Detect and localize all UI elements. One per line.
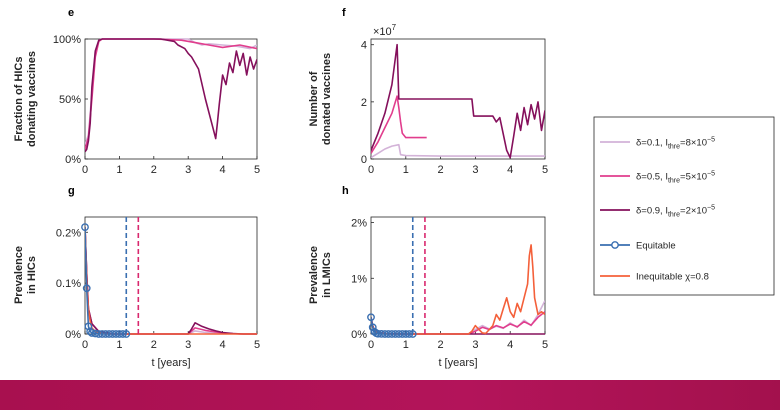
series-line-delta05 (371, 95, 427, 154)
y-exponent-label: ×107 (373, 23, 397, 38)
legend-label-delta09: δ=0.9, Ithre=2×10−5 (636, 205, 715, 219)
x-tick-label: 0 (368, 164, 374, 176)
x-tick-label: 0 (368, 339, 374, 351)
panel-e: e 0 1 2 3 4 50%50%100%Fraction of HICsdonatin… (13, 7, 260, 176)
axes-box-f (370, 38, 546, 160)
y-tick-label: 0.1% (56, 278, 81, 290)
legend-label-inequitable: Inequitable χ=0.8 (636, 272, 709, 283)
legend-marker-equitable (611, 241, 619, 249)
x-tick-label: 4 (220, 339, 226, 351)
x-tick-label: 5 (542, 164, 548, 176)
y-tick-label: 2 (361, 97, 367, 109)
x-tick-label: 2 (151, 339, 157, 351)
x-tick-label: 1 (116, 339, 122, 351)
series-line-delta09 (371, 43, 545, 159)
series-line-delta01 (85, 38, 257, 145)
panel-label-f: f (342, 7, 346, 19)
x-tick-label: 3 (472, 339, 478, 351)
series-marker-equitable (368, 323, 377, 332)
legend-label-equitable: Equitable (636, 241, 676, 252)
y-axis-label-e: Fraction of HICsdonating vaccines (13, 51, 38, 147)
x-axis-label-h: t [years] (438, 357, 477, 369)
x-tick-label: 4 (507, 164, 513, 176)
legend-box (593, 116, 775, 296)
series-line-delta09 (85, 227, 257, 335)
axes-box-e (84, 38, 258, 160)
axes-box-h (370, 216, 546, 335)
series-line-delta01 (85, 227, 257, 335)
x-tick-label: 5 (254, 339, 260, 351)
x-tick-label: 4 (507, 339, 513, 351)
x-tick-label: 1 (403, 339, 409, 351)
series-line-delta05 (85, 227, 257, 335)
x-tick-label: 3 (185, 164, 191, 176)
x-axis-label-g: t [years] (151, 357, 190, 369)
y-tick-label: 2% (351, 218, 367, 230)
series-marker-equitable (84, 322, 93, 331)
legend-label-delta01: δ=0.1, Ithre=8×10−5 (636, 137, 715, 151)
panel-g: g 0 1 2 3 4 5 0% 0.1% 0.2% Prevalencein HICs t [ye… (13, 185, 260, 369)
bottom-accent-bar (0, 380, 780, 410)
panel-label-e: e (68, 7, 74, 19)
x-tick-label: 3 (472, 164, 478, 176)
y-tick-label: 0.2% (56, 227, 81, 239)
y-tick-label: 100% (53, 34, 81, 46)
y-tick-label: 0% (65, 154, 81, 166)
x-tick-label: 0 (82, 164, 88, 176)
series-line-delta01 (371, 143, 545, 159)
x-tick-label: 2 (438, 339, 444, 351)
panel-f: f 0 1 2 3 4 5 0 2 4 ×107 Number ofdonated vaccines (308, 7, 548, 176)
axes-box-g (84, 216, 258, 335)
legend: δ=0.1, Ithre=8×10−5 δ=0.5, Ithre=5×10−5 δ=… (593, 116, 775, 296)
y-tick-label: 0% (351, 329, 367, 341)
y-tick-label: 4 (361, 40, 367, 52)
legend-label-delta05: δ=0.5, Ithre=5×10−5 (636, 171, 715, 185)
y-axis-label-f: Number ofdonated vaccines (308, 53, 333, 145)
x-tick-label: 5 (542, 339, 548, 351)
series-line-delta09 (85, 38, 257, 153)
series-marker-equitable (367, 313, 375, 322)
panel-h: h 0 1 2 3 4 5 0% 1% 2% Prevalencein LMICs t [years… (308, 185, 548, 369)
x-tick-label: 2 (151, 164, 157, 176)
y-axis-label-g: Prevalencein HICs (13, 246, 38, 304)
y-tick-label: 0% (65, 329, 81, 341)
series-marker-equitable (81, 223, 89, 232)
series-line-inequitable (371, 244, 545, 335)
y-tick-label: 0 (361, 154, 367, 166)
x-tick-label: 1 (403, 164, 409, 176)
x-tick-label: 3 (185, 339, 191, 351)
x-tick-label: 4 (220, 164, 226, 176)
y-tick-label: 1% (351, 273, 367, 285)
panel-label-h: h (342, 185, 349, 197)
x-tick-label: 2 (438, 164, 444, 176)
y-axis-label-h: Prevalencein LMICs (308, 246, 333, 304)
x-tick-label: 1 (116, 164, 122, 176)
y-tick-label: 50% (59, 94, 81, 106)
series-line-inequitable (85, 227, 257, 335)
series-marker-equitable (82, 284, 91, 293)
panel-label-g: g (68, 185, 75, 197)
series-line-delta05 (85, 38, 257, 150)
x-tick-label: 5 (254, 164, 260, 176)
figure-canvas: e 0 1 2 3 4 50%50%100%Fraction of HICsdonatin… (13, 7, 775, 369)
x-tick-label: 0 (82, 339, 88, 351)
